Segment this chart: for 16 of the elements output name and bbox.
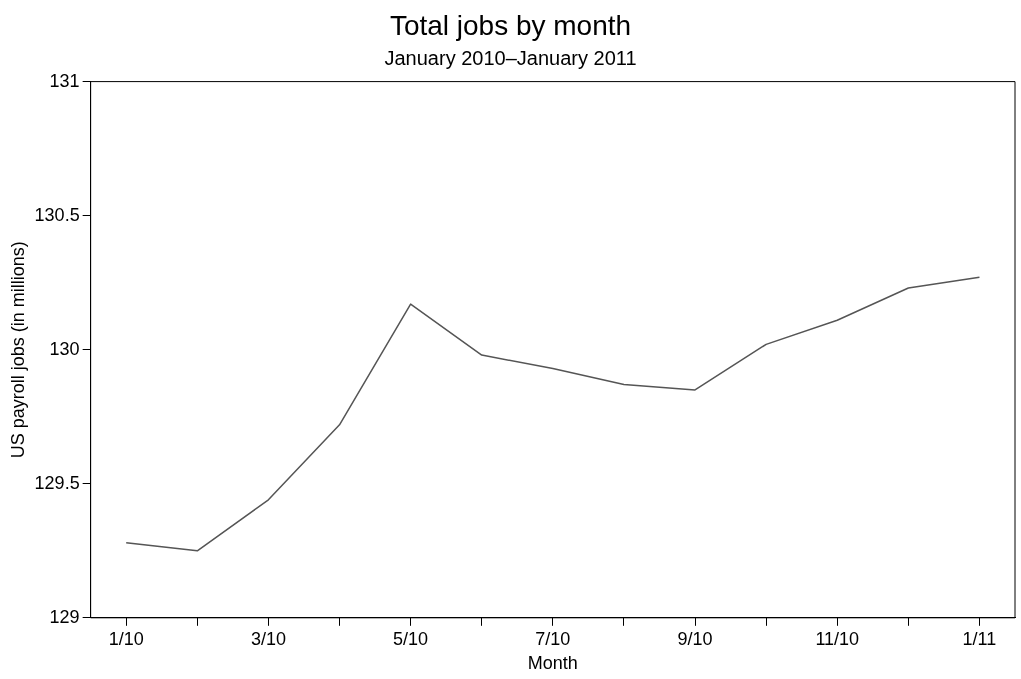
x-axis-title: Month: [527, 653, 578, 674]
chart-subtitle: January 2010–January 2011: [384, 47, 637, 70]
y-tick-label: 129: [49, 606, 80, 627]
x-tick-label: 1/10: [108, 628, 144, 649]
y-axis-title: US payroll jobs (in millions): [7, 241, 28, 459]
y-tick-label: 131: [49, 70, 80, 91]
x-tick-label: 1/11: [962, 628, 997, 649]
x-tick-label: 5/10: [393, 628, 429, 649]
chart-title: Total jobs by month: [389, 9, 632, 41]
x-tick-label: 7/10: [535, 628, 571, 649]
x-tick-label: 11/10: [815, 628, 860, 649]
y-tick-label: 130.5: [34, 204, 80, 225]
x-tick-label: 9/10: [677, 628, 713, 649]
y-tick-label: 130: [49, 338, 80, 359]
x-tick-label: 3/10: [250, 628, 286, 649]
y-tick-label: 129.5: [34, 472, 80, 493]
